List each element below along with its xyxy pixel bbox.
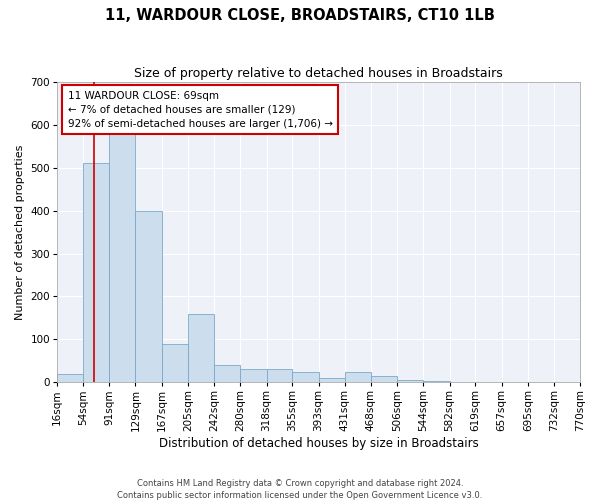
Bar [109,133,136,382]
Bar [214,365,240,382]
Bar [57,374,83,382]
Text: 11, WARDOUR CLOSE, BROADSTAIRS, CT10 1LB: 11, WARDOUR CLOSE, BROADSTAIRS, CT10 1LB [105,8,495,22]
Bar [240,370,266,382]
Text: Contains HM Land Registry data © Crown copyright and database right 2024.
Contai: Contains HM Land Registry data © Crown c… [118,478,482,500]
Bar [292,372,319,382]
Bar [371,376,397,382]
X-axis label: Distribution of detached houses by size in Broadstairs: Distribution of detached houses by size … [158,437,478,450]
Bar [266,370,292,382]
Bar [162,344,188,382]
Y-axis label: Number of detached properties: Number of detached properties [15,144,25,320]
Bar [83,164,109,382]
Bar [397,380,423,382]
Title: Size of property relative to detached houses in Broadstairs: Size of property relative to detached ho… [134,68,503,80]
Bar [345,372,371,382]
Text: 11 WARDOUR CLOSE: 69sqm
← 7% of detached houses are smaller (129)
92% of semi-de: 11 WARDOUR CLOSE: 69sqm ← 7% of detached… [68,90,332,128]
Bar [319,378,345,382]
Bar [136,210,162,382]
Bar [423,381,449,382]
Bar [188,314,214,382]
